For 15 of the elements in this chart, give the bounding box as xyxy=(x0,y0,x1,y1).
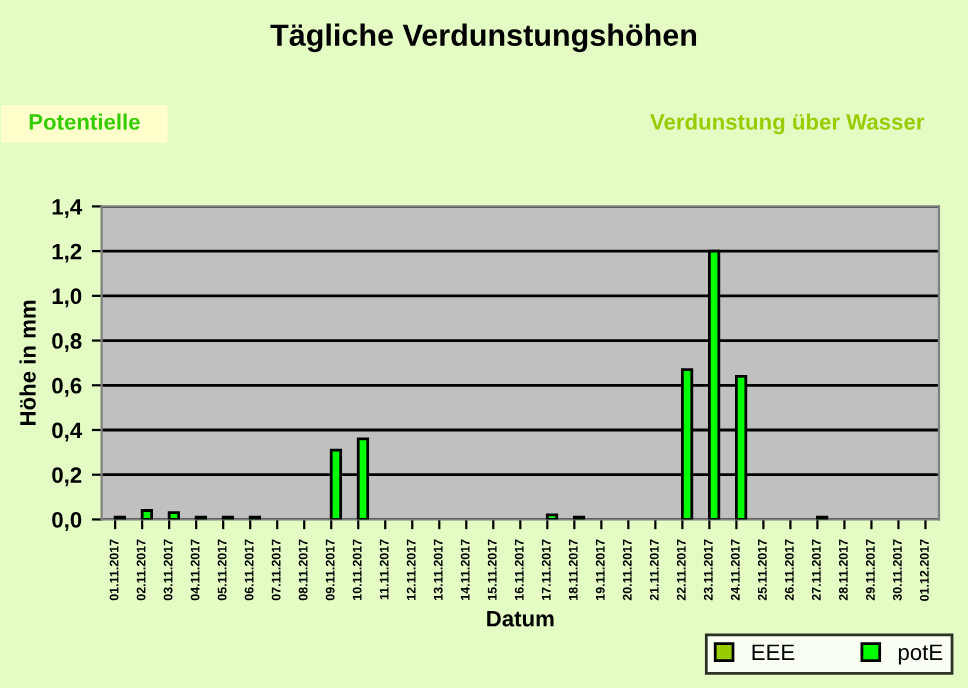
text: Verdunstung über Wasser xyxy=(650,113,925,135)
y-tick-label: 0,4 xyxy=(52,422,83,442)
y-tick-label: 0,2 xyxy=(52,467,82,487)
y-tick-label: 0,0 xyxy=(52,511,82,531)
x-axis-title: Datum xyxy=(487,611,554,627)
y-tick-label: 1,0 xyxy=(52,288,82,308)
y-tick-label: 1,2 xyxy=(52,243,82,263)
text: Potentielle xyxy=(29,113,140,130)
y-tick-label: 0,8 xyxy=(52,333,82,353)
legend-label: potE xyxy=(898,644,943,665)
y-tick-label: 0,6 xyxy=(52,377,82,397)
legend-label: EEE xyxy=(752,644,795,660)
y-tick-label: 1,4 xyxy=(52,199,83,218)
chart-title: Tägliche Verdunstungshöhen xyxy=(270,23,697,53)
y-axis-title: Höhe in mm xyxy=(19,300,36,426)
